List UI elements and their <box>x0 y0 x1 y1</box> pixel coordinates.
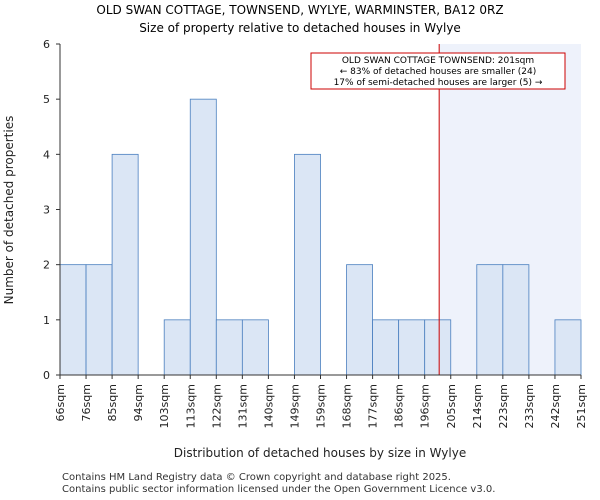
x-tick-label: 159sqm <box>315 384 328 428</box>
x-tick-label: 94sqm <box>132 384 145 421</box>
x-tick-label: 76sqm <box>80 384 93 421</box>
x-tick-label: 186sqm <box>393 384 406 428</box>
chart-title: OLD SWAN COTTAGE, TOWNSEND, WYLYE, WARMI… <box>96 3 503 17</box>
y-tick-label: 2 <box>43 259 50 272</box>
bar-242sqm <box>554 319 582 376</box>
bar-76sqm <box>85 264 113 376</box>
bar-103sqm <box>163 319 191 376</box>
footer-attribution-2: Contains public sector information licen… <box>62 484 496 495</box>
x-tick-label: 103sqm <box>158 384 171 428</box>
x-tick-label: 177sqm <box>367 384 380 428</box>
x-tick-label: 251sqm <box>575 384 588 428</box>
bar-223sqm <box>502 264 530 376</box>
y-tick-label: 3 <box>43 204 50 217</box>
x-ticks: 66sqm 76sqm 85sqm 94sqm 103sqm 113sqm 122sqm 13… <box>54 375 588 428</box>
x-tick-label: 242sqm <box>549 384 562 428</box>
bar-186sqm <box>398 319 426 376</box>
y-tick-label: 6 <box>43 38 50 51</box>
x-tick-label: 113sqm <box>184 384 197 428</box>
annotation-line-3: 17% of semi-detached houses are larger (… <box>334 78 543 88</box>
x-axis-label: Distribution of detached houses by size … <box>174 446 466 460</box>
chart-subtitle: Size of property relative to detached ho… <box>139 21 461 35</box>
bar-85sqm <box>111 153 139 376</box>
annotation-line-2: ← 83% of detached houses are smaller (24… <box>340 67 537 77</box>
bar-196sqm <box>424 319 452 376</box>
annotation-line-1: OLD SWAN COTTAGE TOWNSEND: 201sqm <box>342 56 534 66</box>
y-tick-label: 1 <box>43 314 50 327</box>
y-ticks: 0 1 2 3 4 5 6 <box>43 38 60 382</box>
x-tick-label: 140sqm <box>262 384 275 428</box>
y-tick-label: 5 <box>43 93 50 106</box>
bar-113sqm <box>189 98 217 376</box>
x-tick-label: 214sqm <box>471 384 484 428</box>
bar-131sqm <box>241 319 269 376</box>
footer-attribution-1: Contains HM Land Registry data © Crown c… <box>62 472 451 483</box>
x-tick-label: 122sqm <box>210 384 223 428</box>
x-tick-label: 168sqm <box>341 384 354 428</box>
y-tick-label: 0 <box>43 369 50 382</box>
x-tick-label: 131sqm <box>236 384 249 428</box>
x-tick-label: 223sqm <box>497 384 510 428</box>
bar-168sqm <box>346 264 373 376</box>
annotation-border <box>310 52 566 90</box>
annotation-box: OLD SWAN COTTAGE TOWNSEND: 201sqm ← 83% … <box>310 52 566 90</box>
bars-group <box>59 98 582 376</box>
x-tick-label: 85sqm <box>106 384 119 421</box>
x-tick-label: 66sqm <box>54 384 67 421</box>
y-axis-label: Number of detached properties <box>2 116 16 305</box>
x-tick-label: 196sqm <box>419 384 432 428</box>
bar-66sqm <box>59 264 87 376</box>
x-tick-label: 233sqm <box>523 384 536 428</box>
bar-149sqm <box>294 153 321 376</box>
x-tick-label: 205sqm <box>445 384 458 428</box>
bar-122sqm <box>215 319 243 376</box>
x-tick-label: 149sqm <box>288 384 301 428</box>
bar-214sqm <box>476 264 504 376</box>
bar-177sqm <box>372 319 400 376</box>
y-tick-label: 4 <box>43 148 50 161</box>
